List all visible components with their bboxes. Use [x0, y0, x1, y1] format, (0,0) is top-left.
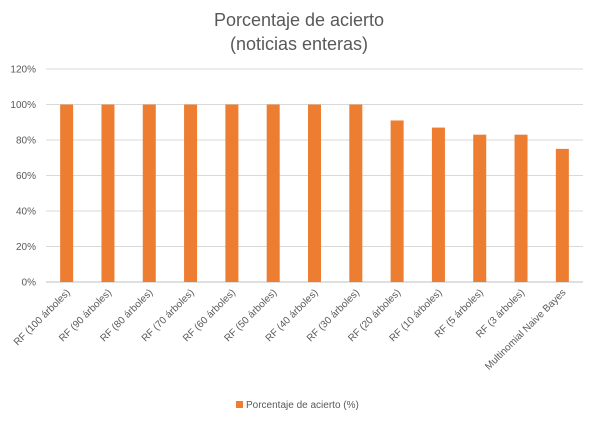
bar — [60, 104, 74, 282]
chart-title-line-2: (noticias enteras) — [230, 34, 368, 54]
legend: Porcentaje de acierto (%) — [236, 400, 359, 411]
y-axis-tick-labels: 0% 20% 40% 60% 80% 100% 120% — [10, 65, 36, 289]
bar — [266, 104, 280, 282]
x-tick-label: Multinomial Naive Bayes — [483, 287, 568, 372]
bars — [60, 104, 569, 282]
bar — [390, 120, 404, 282]
bar — [514, 134, 528, 282]
y-tick-label: 0% — [22, 278, 37, 289]
bar — [308, 104, 321, 282]
legend-swatch — [236, 401, 243, 408]
bar — [349, 104, 363, 282]
legend-label: Porcentaje de acierto (%) — [246, 400, 359, 411]
bar — [225, 104, 239, 282]
chart-title-line-1: Porcentaje de acierto — [214, 10, 384, 30]
bar — [184, 104, 198, 282]
y-tick-label: 20% — [16, 242, 36, 253]
x-axis-tick-labels: RF (100 árboles)RF (90 árboles)RF (80 ár… — [12, 287, 569, 372]
y-tick-label: 60% — [16, 171, 36, 182]
bar — [142, 104, 156, 282]
y-tick-label: 120% — [10, 65, 36, 76]
y-tick-label: 40% — [16, 207, 36, 218]
bar — [473, 134, 487, 282]
bar — [101, 104, 115, 282]
y-tick-label: 80% — [16, 136, 36, 147]
y-tick-label: 100% — [10, 100, 36, 111]
bar — [431, 127, 445, 282]
bar — [555, 148, 569, 282]
